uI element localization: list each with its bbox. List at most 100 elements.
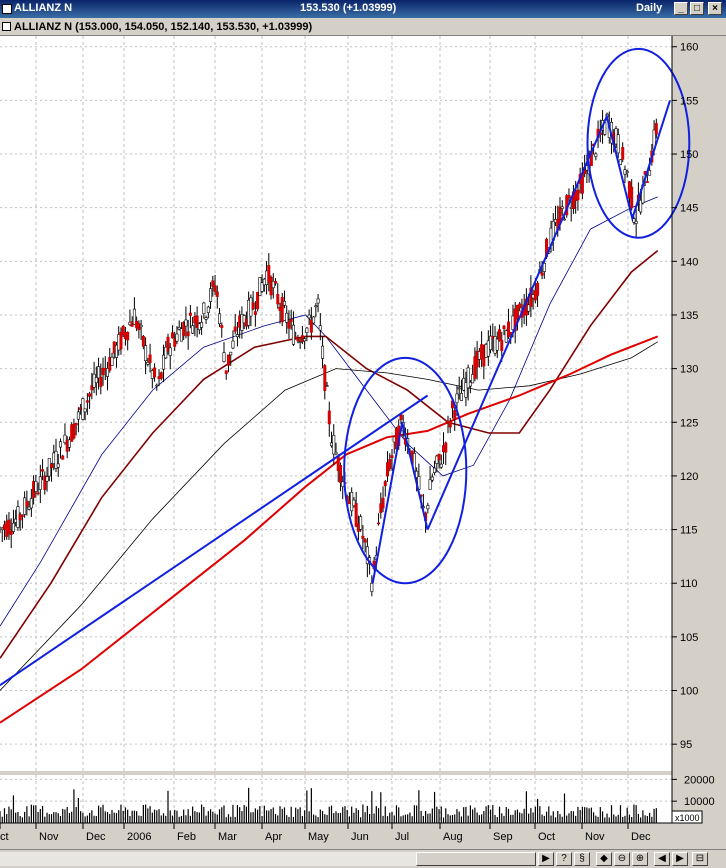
candle-body [428, 479, 432, 490]
candle-body [74, 422, 78, 426]
zoom-out-button[interactable]: ⊖ [614, 852, 630, 866]
candle-body [542, 263, 546, 272]
candle-body [325, 385, 329, 387]
candle-body [253, 311, 257, 315]
period-button[interactable]: § [574, 852, 590, 866]
candle-body [166, 336, 170, 352]
price-chart[interactable]: 95 100 105 110 115 120 125 130 135 140 145 150 155 16… [0, 36, 726, 849]
month-label: Sep [493, 831, 513, 843]
horizontal-scroll-thumb[interactable] [416, 852, 536, 866]
candle-body [489, 335, 493, 351]
candle-body [466, 367, 470, 389]
candle-body [132, 308, 136, 325]
candle-body [359, 516, 363, 530]
horizontal-scroll-track[interactable] [0, 852, 540, 866]
candle-body [267, 265, 271, 283]
bottom-toolbar: ▶ ? § ◆ ⊖ ⊕ ◀ ▶ ⊟ [0, 849, 726, 868]
candle-body [370, 583, 374, 592]
candle-body [202, 302, 206, 315]
candle-body [72, 423, 76, 439]
candle-body [139, 324, 143, 328]
volume-unit-box [671, 810, 703, 824]
candle-body [506, 321, 510, 338]
candle-body [495, 338, 499, 351]
candle-body [536, 282, 540, 296]
candle-body [468, 381, 472, 387]
candle-body [106, 368, 110, 377]
candle-body [226, 354, 230, 366]
candle-body [182, 322, 186, 337]
candle-body [126, 331, 130, 341]
candle-body [88, 393, 92, 397]
candle-body [153, 367, 157, 378]
moving-average-line [0, 335, 659, 724]
series-toggle-icon[interactable] [2, 22, 11, 31]
candle-body [352, 499, 356, 506]
candle-body [426, 505, 430, 510]
candle-body [439, 463, 443, 468]
candle-body [56, 463, 60, 468]
candle-body [321, 345, 325, 359]
candle-body [332, 435, 336, 455]
price-tick-label: 100 [680, 686, 698, 698]
candle-body [173, 338, 177, 347]
window-title-bar: ALLIANZ N 153.530 (+1.03999) Daily _ □ × [0, 0, 726, 18]
candle-body [276, 294, 280, 305]
candle-body [148, 354, 152, 363]
candle-body [298, 341, 302, 343]
candle-body [20, 515, 24, 517]
scroll-back-button[interactable]: ◀ [654, 852, 670, 866]
scroll-forward-button[interactable]: ▶ [672, 852, 688, 866]
candle-body [101, 367, 105, 376]
candle-body [94, 377, 98, 384]
month-label: Dec [631, 831, 651, 843]
month-label: May [308, 831, 329, 843]
price-tick-label: 160 [680, 42, 698, 54]
maximize-button[interactable]: □ [690, 2, 704, 15]
marker-button[interactable]: ◆ [596, 852, 612, 866]
candle-body [25, 500, 29, 507]
candle-body [229, 351, 233, 356]
price-tick-label: 110 [680, 578, 698, 590]
candle-body [29, 498, 33, 509]
candle-body [220, 325, 224, 328]
candle-body [63, 434, 67, 443]
candle-body [159, 372, 163, 379]
candle-body [361, 535, 365, 539]
candle-body [562, 218, 566, 221]
price-tick-label: 130 [680, 364, 698, 376]
zoom-in-button[interactable]: ⊕ [632, 852, 648, 866]
moving-average-line [0, 341, 658, 691]
candle-body [386, 462, 390, 477]
candle-body [256, 291, 260, 310]
candle-body [274, 280, 278, 284]
scroll-right-button[interactable]: ▶ [538, 852, 554, 866]
minimize-button[interactable]: _ [674, 2, 688, 15]
last-value: 153.530 (+1.03999) [300, 2, 397, 14]
candle-body [314, 305, 318, 308]
candle-body [260, 282, 264, 292]
candle-body [38, 476, 42, 490]
cursor-button[interactable]: ? [556, 852, 572, 866]
candle-body [186, 331, 190, 337]
candle-body [121, 325, 125, 335]
candle-body [54, 450, 58, 469]
price-tick-label: 155 [680, 95, 698, 107]
candle-body [282, 300, 286, 306]
pattern-ellipse [343, 356, 468, 585]
candle-body [500, 339, 504, 351]
close-button[interactable]: × [708, 2, 722, 15]
price-tick-label: 140 [680, 256, 698, 268]
candle-body [280, 297, 284, 323]
volume-unit-label: x1000 [675, 813, 700, 823]
candle-body [513, 308, 517, 332]
candle-body [61, 455, 65, 460]
candle-body [83, 408, 87, 413]
candle-body [36, 492, 40, 495]
month-label: 2006 [127, 831, 151, 843]
candle-body [645, 181, 649, 183]
candle-body [289, 318, 293, 322]
grid-toggle-button[interactable]: ⊟ [692, 852, 708, 866]
candle-body [155, 384, 159, 387]
candle-body [18, 514, 22, 521]
